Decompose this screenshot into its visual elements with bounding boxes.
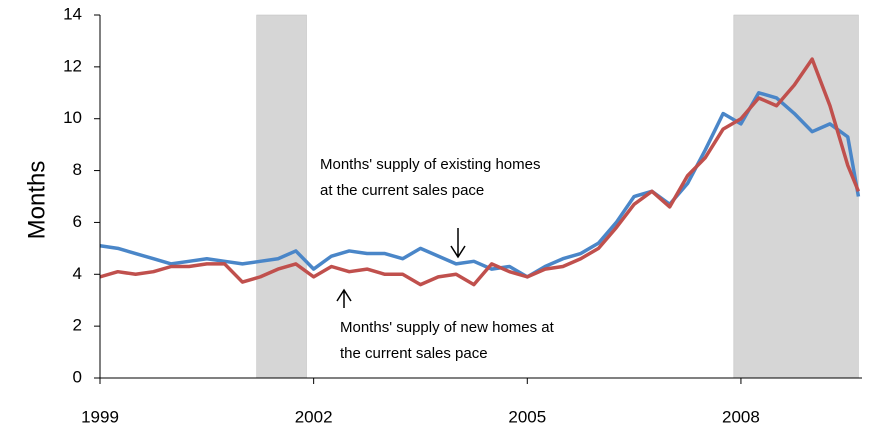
y-tick-label: 2 <box>73 316 82 335</box>
y-tick-label: 4 <box>73 264 82 283</box>
annotation: the current sales pace <box>340 345 488 362</box>
recession-band <box>733 14 859 379</box>
data-line <box>99 57 861 287</box>
x-tick-label: 2005 <box>508 407 546 426</box>
annotation: at the current sales pace <box>320 182 484 199</box>
arrow <box>336 288 352 308</box>
x-tick-label: 1999 <box>81 407 119 426</box>
y-tick-label: 14 <box>63 4 82 23</box>
arrow <box>450 228 466 259</box>
x-tick-label: 2002 <box>295 407 333 426</box>
x-tick-label: 2008 <box>722 407 760 426</box>
y-axis-label: Months <box>23 161 50 240</box>
y-tick-label: 8 <box>73 160 82 179</box>
y-tick-label: 0 <box>73 367 82 386</box>
annotation: Months' supply of new homes at <box>340 319 555 336</box>
annotation: Months' supply of existing homes <box>320 156 540 173</box>
y-tick-label: 12 <box>63 56 82 75</box>
y-tick-label: 10 <box>63 108 82 127</box>
recession-band <box>256 14 307 379</box>
y-tick-label: 6 <box>73 212 82 231</box>
